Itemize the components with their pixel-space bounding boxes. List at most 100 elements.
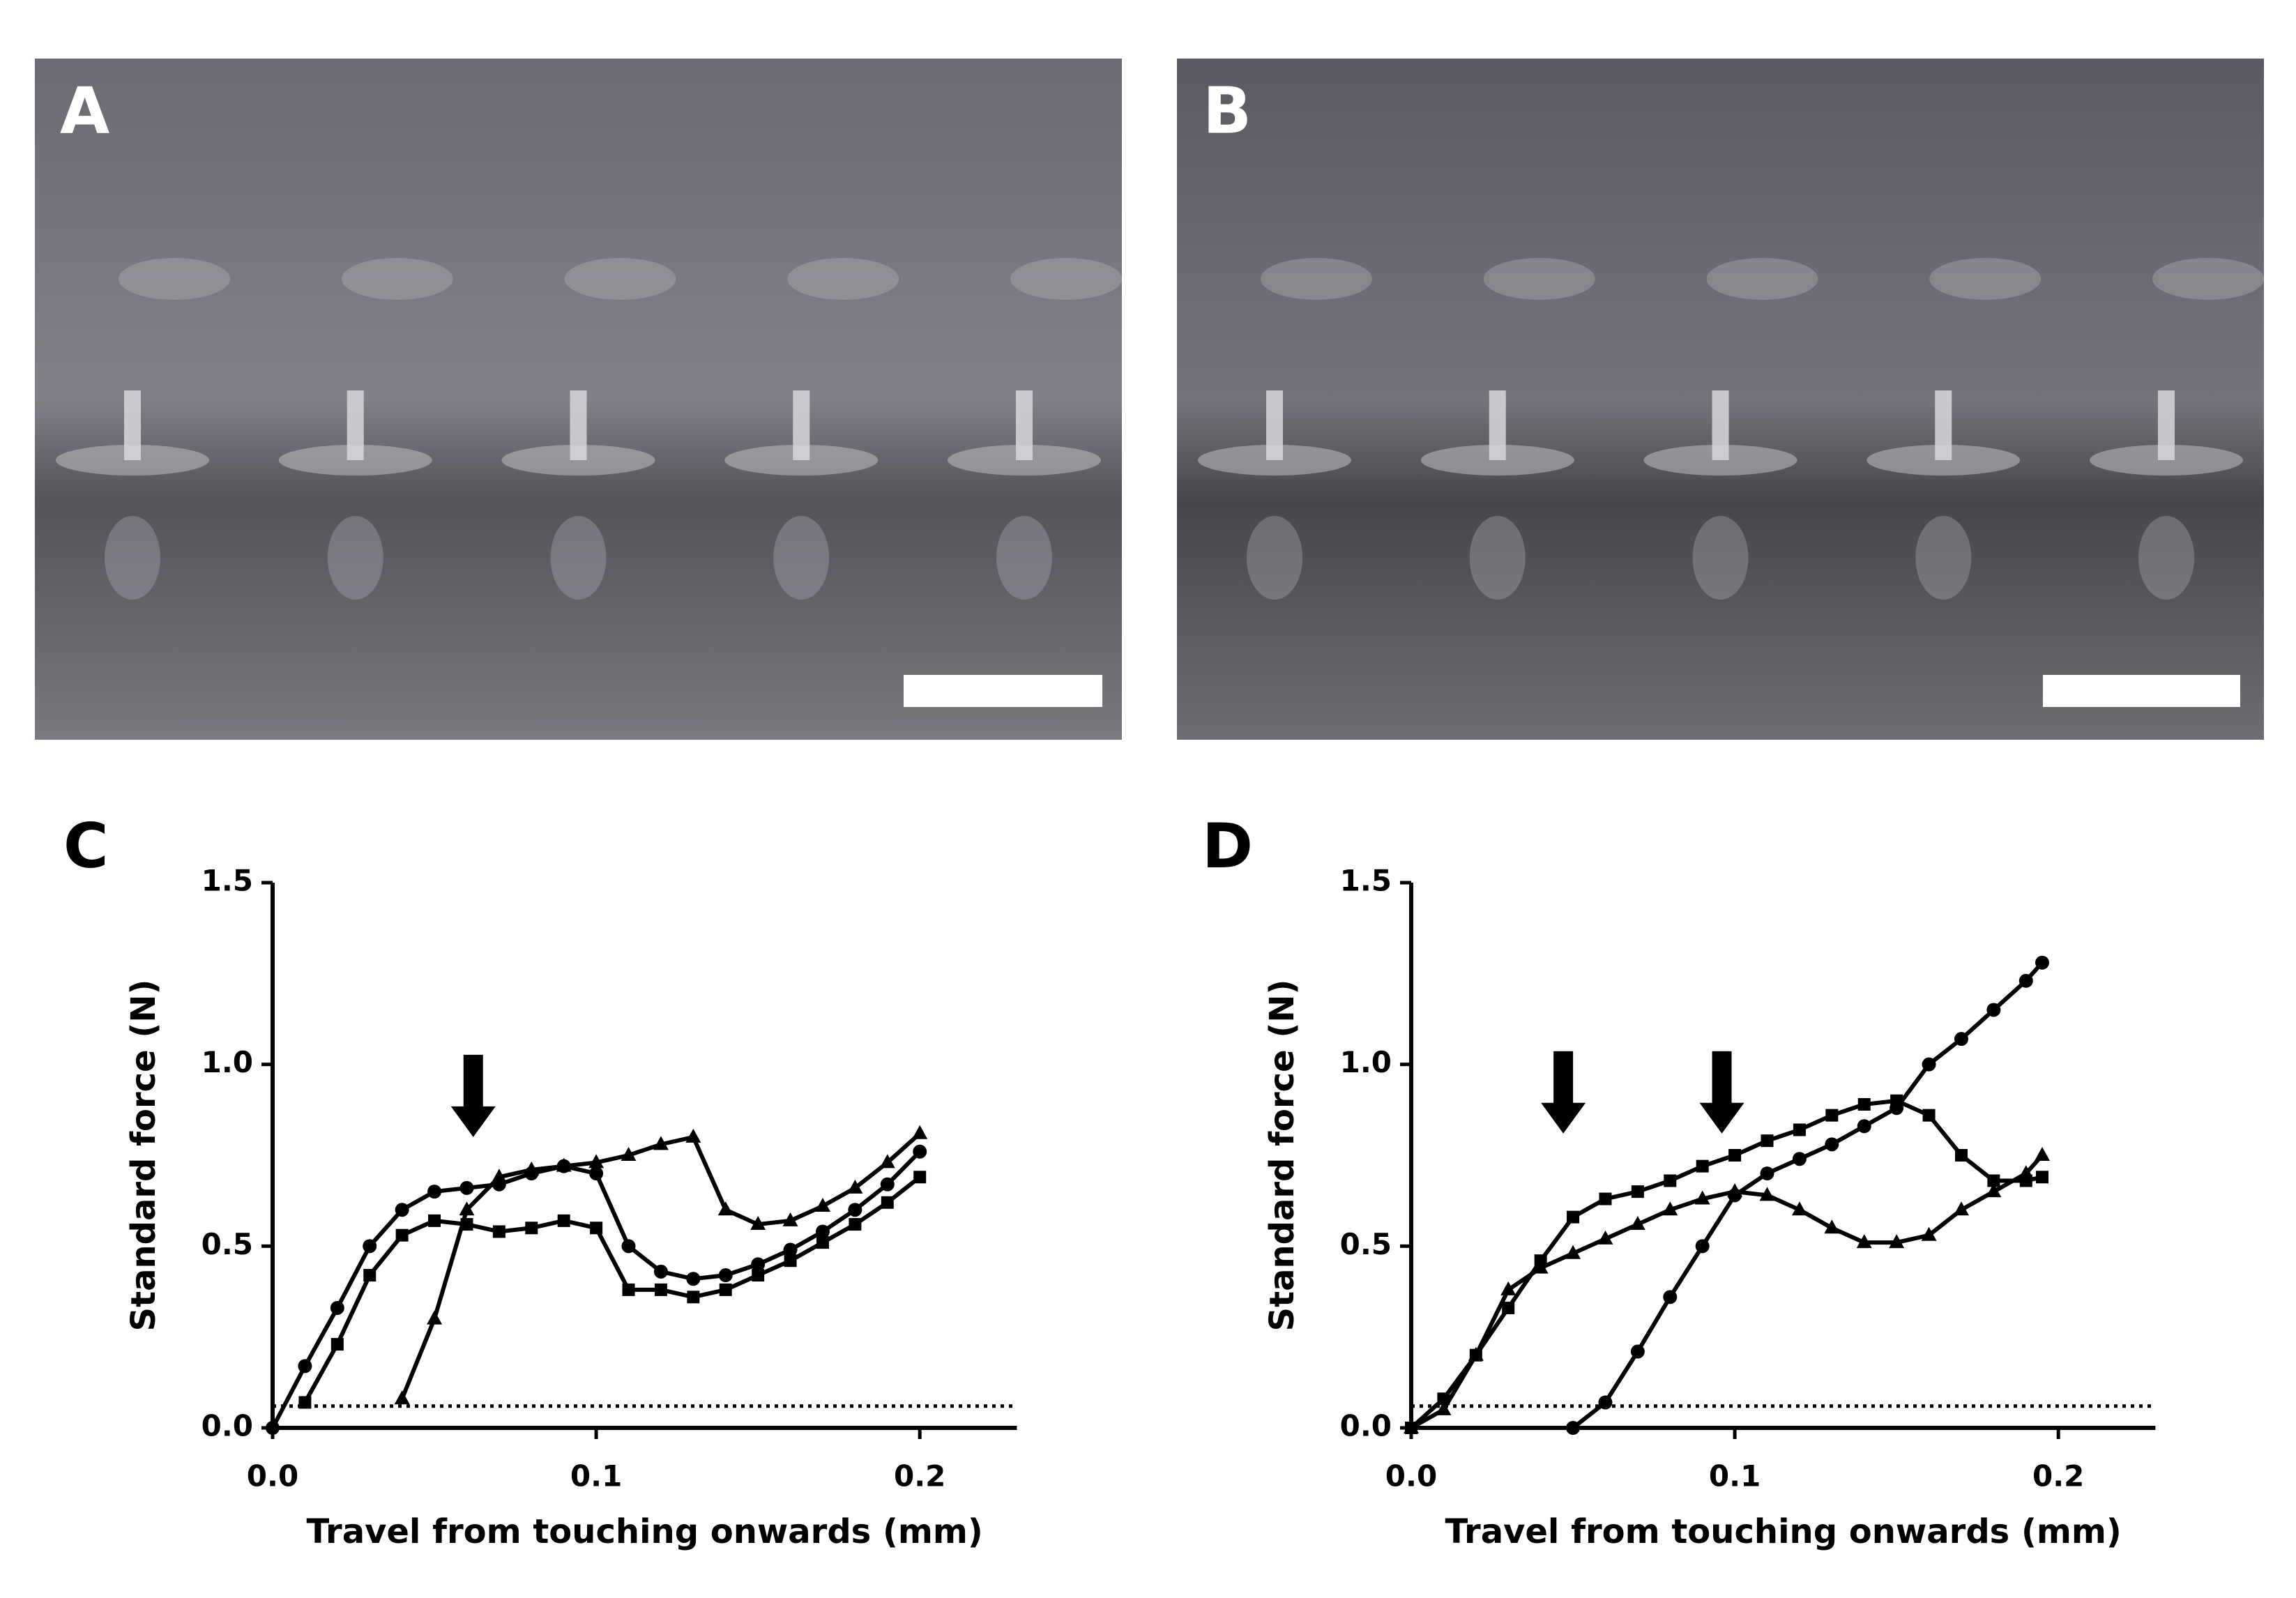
marker	[525, 1222, 538, 1235]
x-tick-label: 0.1	[1709, 1459, 1761, 1493]
needle	[2158, 390, 2175, 460]
marker	[1954, 1032, 1968, 1047]
marker	[782, 1212, 798, 1226]
panel-label: A	[60, 73, 109, 148]
marker	[459, 1180, 474, 1195]
needle-reflection	[327, 516, 383, 600]
needle	[1266, 390, 1283, 460]
marker	[685, 1128, 701, 1143]
marker	[1664, 1174, 1677, 1187]
marker	[1825, 1109, 1839, 1122]
marker	[363, 1239, 377, 1254]
marker	[750, 1216, 766, 1231]
x-axis-label: Travel from touching onwards (mm)	[1445, 1512, 2122, 1551]
marker	[1760, 1166, 1774, 1181]
blur-needle	[564, 258, 676, 300]
marker	[1825, 1137, 1839, 1152]
marker	[1791, 1201, 1807, 1216]
needle-reflection	[1469, 516, 1526, 600]
needle-reflection	[550, 516, 607, 600]
marker	[1631, 1185, 1644, 1198]
series-line	[1409, 1098, 2043, 1430]
panel-label: C	[63, 810, 109, 882]
marker	[1599, 1192, 1612, 1205]
y-tick-label: 1.0	[202, 1045, 253, 1079]
blur-needle	[1010, 258, 1122, 300]
marker	[784, 1254, 797, 1268]
marker	[2018, 973, 2033, 988]
marker	[912, 1125, 928, 1139]
marker	[1663, 1290, 1678, 1304]
marker	[814, 1197, 830, 1212]
marker	[1565, 1245, 1581, 1259]
y-tick-label: 1.5	[202, 864, 253, 898]
marker	[622, 1283, 635, 1296]
series-line	[1572, 961, 2044, 1430]
needle	[793, 390, 810, 460]
needle	[124, 390, 141, 460]
marker	[1922, 1109, 1936, 1122]
marker	[491, 1169, 507, 1183]
marker	[654, 1283, 667, 1296]
needle	[570, 390, 587, 460]
marker	[1598, 1395, 1613, 1410]
blur-needle	[2152, 258, 2264, 300]
y-tick-label: 0.0	[1340, 1409, 1392, 1443]
marker	[816, 1236, 829, 1249]
marker	[556, 1157, 572, 1172]
needle	[1489, 390, 1506, 460]
marker	[2035, 1171, 2048, 1184]
marker	[719, 1283, 732, 1296]
marker	[653, 1264, 668, 1279]
scale-bar	[904, 675, 1102, 707]
marker	[1436, 1401, 1452, 1415]
marker	[1597, 1230, 1613, 1245]
marker	[653, 1136, 669, 1150]
needle-reflection	[1692, 516, 1749, 600]
marker	[880, 1177, 895, 1192]
marker	[1567, 1210, 1580, 1224]
needle-reflection	[105, 516, 160, 600]
blur-needle	[1929, 258, 2042, 300]
marker	[459, 1201, 475, 1216]
marker	[1889, 1234, 1905, 1249]
needle-reflection	[2138, 516, 2194, 600]
marker	[1922, 1057, 1936, 1072]
blur-needle	[341, 258, 453, 300]
marker	[1759, 1187, 1775, 1201]
marker	[879, 1154, 895, 1169]
marker	[1954, 1149, 1968, 1162]
marker	[849, 1218, 862, 1231]
marker	[717, 1201, 733, 1216]
marker	[298, 1359, 312, 1373]
x-tick-label: 0.2	[894, 1459, 945, 1493]
y-tick-label: 1.0	[1340, 1045, 1392, 1079]
marker	[394, 1390, 410, 1405]
y-axis-label: Standard force (N)	[124, 980, 163, 1332]
marker	[1857, 1119, 1871, 1134]
marker	[1696, 1159, 1709, 1173]
marker	[1694, 1190, 1710, 1205]
marker	[751, 1257, 766, 1272]
marker	[427, 1185, 442, 1199]
marker	[1468, 1346, 1484, 1361]
y-tick-label: 0.5	[1340, 1227, 1392, 1261]
x-axis-label: Travel from touching onwards (mm)	[307, 1512, 983, 1551]
x-tick-label: 0.0	[1385, 1459, 1437, 1493]
series-line	[271, 1150, 922, 1429]
blur-needle	[1483, 258, 1595, 300]
marker	[686, 1272, 701, 1286]
blur-needle	[1261, 258, 1372, 300]
marker	[1792, 1152, 1807, 1166]
x-tick-label: 0.0	[247, 1459, 298, 1493]
x-tick-label: 0.1	[570, 1459, 622, 1493]
blur-needle	[119, 258, 230, 300]
marker	[621, 1239, 636, 1254]
marker	[589, 1166, 604, 1181]
marker	[427, 1310, 443, 1325]
marker	[621, 1147, 637, 1161]
y-axis-label: Standard force (N)	[1263, 980, 1302, 1332]
marker	[913, 1144, 927, 1159]
arrow	[1541, 1051, 1586, 1134]
